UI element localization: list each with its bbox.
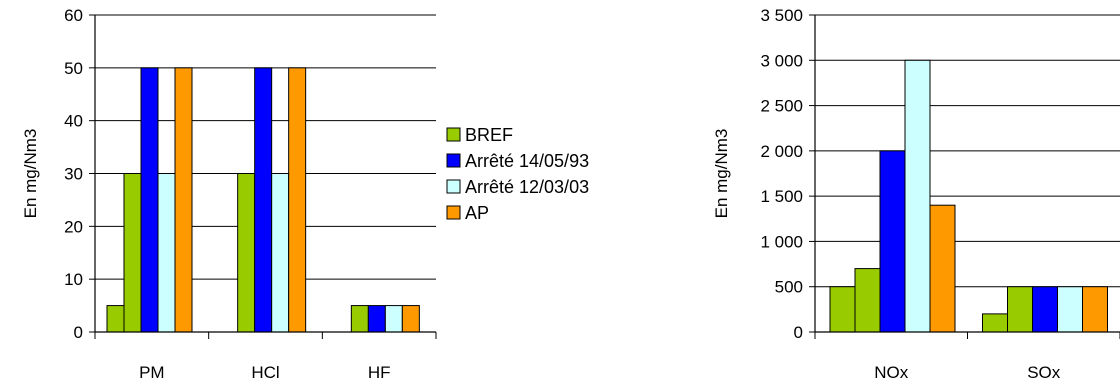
chart-2: 0 500 1 000 1 500 2 000 2 500 3 000 3 500 NOx SOx…: [712, 6, 1120, 382]
bar-PM-4: [157, 173, 176, 333]
y-axis-label: En mg/Nm3: [21, 129, 40, 219]
x-tick-label: SOx: [1027, 363, 1061, 382]
y-tick-label: 50: [64, 59, 83, 78]
legend-label: Arrêté 12/03/03: [465, 177, 589, 197]
bar-HCl-4: [271, 173, 290, 333]
bar-SOx-5: [1082, 286, 1108, 333]
bar-NOx-2: [854, 268, 881, 333]
y-tick-label: 40: [64, 112, 83, 131]
bar-PM-2: [123, 173, 142, 333]
y-tick-label: 10: [64, 270, 83, 289]
bar-SOx-3: [1032, 286, 1058, 333]
x-tick-label: HCl: [251, 363, 279, 382]
bar-PM-1: [106, 305, 125, 333]
y-tick-label: 1 000: [760, 232, 803, 251]
legend-label: BREF: [465, 125, 513, 145]
bar-NOx-1: [829, 286, 856, 333]
bar-HF-3: [367, 305, 386, 333]
x-tick-label: PM: [139, 363, 165, 382]
bar-SOx-1: [982, 313, 1008, 333]
legend-swatch: [446, 179, 461, 194]
y-tick-label: 2 000: [760, 142, 803, 161]
bar-PM-3: [140, 67, 159, 333]
y-axis-label: En mg/Nm3: [712, 129, 731, 219]
bar-SOx-4: [1057, 286, 1083, 333]
y-tick-label: 0: [794, 323, 803, 342]
y-tick-label: 60: [64, 6, 83, 25]
bar-HF-5: [401, 305, 420, 333]
legend-swatch: [446, 127, 461, 142]
legend: BREF Arrêté 14/05/93 Arrêté 12/03/03 AP: [446, 125, 589, 223]
legend-label: Arrêté 14/05/93: [465, 151, 589, 171]
y-tick-label: 3 500: [760, 6, 803, 25]
legend-label: AP: [465, 203, 489, 223]
chart-1: 0 10 20 30 40 50 60 PM HCl HF En mg/Nm3: [21, 6, 437, 382]
bar-NOx-5: [929, 204, 956, 333]
bar-HF-4: [384, 305, 403, 333]
y-tick-label: 500: [775, 278, 803, 297]
y-tick-label: 2 500: [760, 97, 803, 116]
x-tick-label: NOx: [874, 363, 909, 382]
legend-swatch: [446, 205, 461, 220]
bar-NOx-3: [879, 150, 906, 333]
x-tick-label: HF: [368, 363, 391, 382]
bar-PM-5: [174, 67, 193, 333]
bar-SOx-2: [1007, 286, 1033, 333]
bar-HCl-2: [237, 173, 256, 333]
y-tick-label: 0: [74, 323, 83, 342]
bar-HF-2: [350, 305, 369, 333]
bar-HCl-3: [254, 67, 273, 333]
bar-NOx-4: [904, 59, 931, 333]
y-tick-label: 20: [64, 217, 83, 236]
bar-HCl-5: [288, 67, 307, 333]
y-tick-label: 1 500: [760, 187, 803, 206]
y-tick-label: 30: [64, 165, 83, 184]
y-tick-label: 3 000: [760, 51, 803, 70]
legend-swatch: [446, 153, 461, 168]
